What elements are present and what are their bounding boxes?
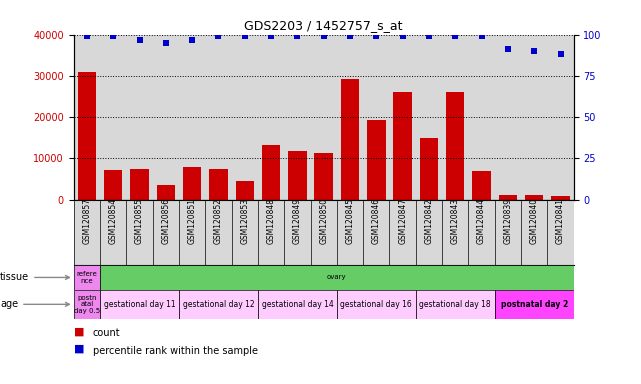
Text: postn
atal
day 0.5: postn atal day 0.5	[74, 295, 100, 314]
Point	[161, 40, 171, 46]
Text: ■: ■	[74, 326, 84, 336]
Bar	[341, 79, 359, 200]
Bar	[235, 181, 254, 200]
Bar	[499, 195, 517, 200]
Bar	[74, 290, 100, 319]
Bar	[179, 290, 258, 319]
Text: ovary: ovary	[327, 275, 347, 280]
Text: age: age	[0, 299, 69, 310]
Point	[476, 33, 487, 39]
Bar	[525, 195, 544, 200]
Bar	[337, 290, 416, 319]
Text: gestational day 18: gestational day 18	[419, 300, 491, 309]
Bar	[209, 169, 228, 200]
Bar	[104, 170, 122, 200]
Bar	[288, 151, 306, 200]
Text: gestational day 16: gestational day 16	[340, 300, 412, 309]
Point	[213, 33, 224, 39]
Text: postnatal day 2: postnatal day 2	[501, 300, 568, 309]
Text: count: count	[93, 328, 121, 338]
Bar	[394, 91, 412, 200]
Point	[371, 33, 381, 39]
Point	[345, 33, 355, 39]
Point	[135, 36, 145, 43]
Bar	[446, 91, 465, 200]
Bar	[78, 72, 96, 200]
Bar	[262, 145, 280, 200]
Point	[187, 36, 197, 43]
Point	[529, 48, 539, 54]
Bar	[551, 196, 570, 200]
Title: GDS2203 / 1452757_s_at: GDS2203 / 1452757_s_at	[244, 19, 403, 32]
Point	[292, 33, 303, 39]
Point	[397, 33, 408, 39]
Bar	[472, 171, 491, 200]
Text: percentile rank within the sample: percentile rank within the sample	[93, 346, 258, 356]
Bar	[156, 185, 175, 200]
Point	[555, 51, 565, 58]
Bar	[74, 265, 100, 290]
Bar	[183, 167, 201, 200]
Bar	[367, 121, 385, 200]
Text: ■: ■	[74, 344, 84, 354]
Point	[424, 33, 434, 39]
Text: tissue: tissue	[0, 272, 69, 283]
Bar	[495, 290, 574, 319]
Point	[450, 33, 460, 39]
Point	[319, 33, 329, 39]
Bar	[258, 290, 337, 319]
Point	[240, 33, 250, 39]
Text: gestational day 12: gestational day 12	[183, 300, 254, 309]
Bar	[100, 290, 179, 319]
Bar	[315, 154, 333, 200]
Bar	[416, 290, 495, 319]
Point	[82, 33, 92, 39]
Bar	[130, 169, 149, 200]
Text: refere
nce: refere nce	[76, 271, 97, 284]
Text: gestational day 11: gestational day 11	[104, 300, 176, 309]
Text: gestational day 14: gestational day 14	[262, 300, 333, 309]
Bar	[420, 138, 438, 200]
Point	[503, 46, 513, 53]
Point	[108, 33, 119, 39]
Point	[266, 33, 276, 39]
